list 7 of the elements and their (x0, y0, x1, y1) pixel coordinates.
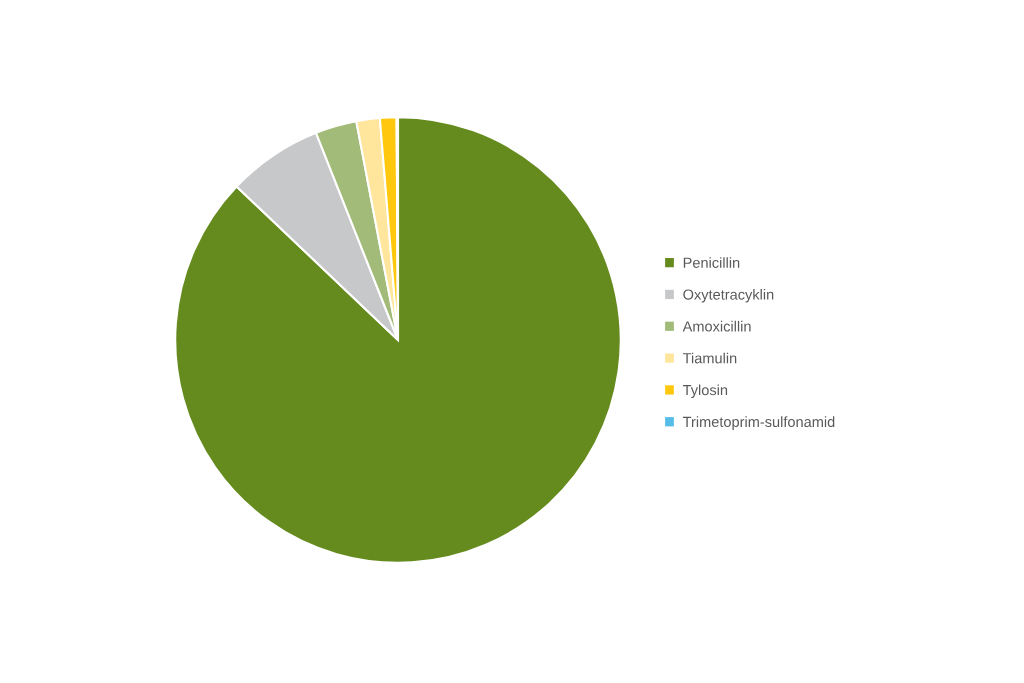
legend-label: Amoxicillin (682, 320, 751, 332)
pie-slice (174, 116, 622, 564)
legend-label: Oxytetracyklin (683, 289, 774, 303)
legend-label: Penicillin (683, 257, 740, 268)
legend-label: Trimetoprim-sulfonamid (682, 416, 835, 430)
legend-label: Tylosin (682, 384, 728, 399)
legend-label: Tiamulin (682, 352, 737, 364)
